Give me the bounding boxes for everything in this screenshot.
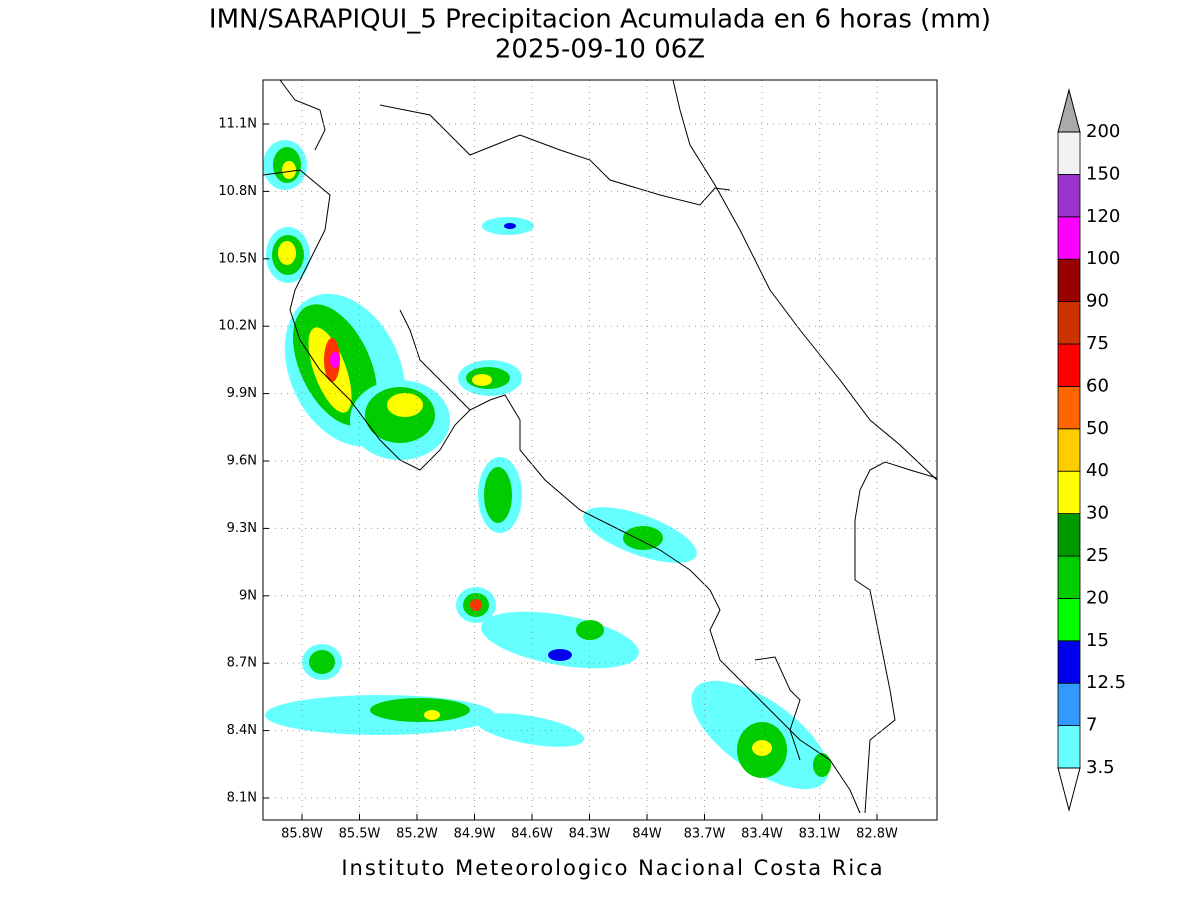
colorbar-label: 3.5 xyxy=(1086,757,1115,778)
lon-label: 85.5W xyxy=(339,827,381,842)
colorbar-label: 25 xyxy=(1086,545,1109,566)
colorbar-swatch xyxy=(1057,725,1081,769)
colorbar-label: 200 xyxy=(1086,121,1120,142)
coast-pacific xyxy=(263,169,861,814)
colorbar-under xyxy=(1057,767,1081,812)
ticks: 11.1N 10.8N 10.5N 10.2N 9.9N 9.6N 9.3N 9N 8.7N 8.… xyxy=(218,117,898,842)
lat-label: 10.8N xyxy=(218,184,257,199)
lon-label: 84.6W xyxy=(511,827,553,842)
border-north xyxy=(379,104,731,206)
subtitle: 2025-09-10 06Z xyxy=(495,35,705,65)
lon-label: 83.4W xyxy=(741,827,783,842)
lat-label: 8.4N xyxy=(227,723,257,738)
lon-label: 84W xyxy=(632,827,662,842)
blob xyxy=(691,680,831,790)
map-frame xyxy=(262,79,938,821)
footer: Instituto Meteorologico Nacional Costa R… xyxy=(341,856,884,880)
gulf-nicoya xyxy=(399,309,471,411)
colorbar-label: 12.5 xyxy=(1086,672,1126,693)
colorbar-label: 75 xyxy=(1086,333,1109,354)
lon-label: 83.1W xyxy=(799,827,841,842)
colorbar-label: 15 xyxy=(1086,630,1109,651)
colorbar-label: 100 xyxy=(1086,248,1120,269)
blob xyxy=(284,293,406,447)
colorbar-swatch xyxy=(1057,555,1081,599)
colorbar-swatch xyxy=(1057,640,1081,684)
blob xyxy=(266,227,310,283)
blob xyxy=(478,457,522,533)
lon-label: 85.2W xyxy=(396,827,438,842)
colorbar-label: 40 xyxy=(1086,460,1109,481)
colorbar-swatch xyxy=(1057,301,1081,345)
colorbar-swatch xyxy=(1057,682,1081,727)
lon-label: 85.8W xyxy=(281,827,323,842)
blob xyxy=(302,644,342,680)
blob xyxy=(583,507,697,563)
colorbar-label: 90 xyxy=(1086,291,1109,312)
colorbar-swatch xyxy=(1057,598,1081,642)
lat-label: 8.1N xyxy=(227,791,257,806)
lat-label: 10.5N xyxy=(218,251,257,266)
coast-caribbean xyxy=(672,80,937,481)
colorbar-swatch xyxy=(1057,513,1081,557)
lon-label: 84.3W xyxy=(569,827,611,842)
blob xyxy=(265,695,495,735)
lat-label: 10.2N xyxy=(218,319,257,334)
colorbar-swatch xyxy=(1057,428,1081,472)
title: IMN/SARAPIQUI_5 Precipitacion Acumulada … xyxy=(209,5,991,35)
peninsula-burica xyxy=(754,656,801,761)
colorbar-swatch xyxy=(1057,173,1081,218)
colorbar-swatch xyxy=(1057,216,1081,260)
colorbar-label: 50 xyxy=(1086,418,1109,439)
colorbar-over xyxy=(1057,88,1081,133)
blob xyxy=(482,217,534,235)
lon-label: 82.8W xyxy=(856,827,898,842)
lat-label: 9N xyxy=(239,588,257,603)
colorbar-label: 60 xyxy=(1086,375,1109,396)
blob xyxy=(481,611,639,669)
lon-label: 84.9W xyxy=(454,827,496,842)
grid xyxy=(263,80,937,820)
colorbar-label: 30 xyxy=(1086,503,1109,524)
lat-label: 9.6N xyxy=(227,454,257,469)
blob xyxy=(458,360,522,396)
lat-label: 9.9N xyxy=(227,386,257,401)
lon-label: 83.7W xyxy=(684,827,726,842)
blob xyxy=(263,140,307,190)
colorbar-label: 120 xyxy=(1086,206,1120,227)
lat-label: 11.1N xyxy=(218,117,257,132)
lat-label: 8.7N xyxy=(227,656,257,671)
precipitation xyxy=(263,140,831,790)
colorbar-swatch xyxy=(1057,258,1081,303)
colorbar: 3.5 7 12.5 15 20 25 30 40 50 60 75 90 100 120 150 200 xyxy=(1057,88,1126,812)
coastlines xyxy=(263,80,937,814)
coast-northwest xyxy=(279,80,326,151)
colorbar-swatch xyxy=(1057,343,1081,387)
lat-label: 9.3N xyxy=(227,521,257,536)
colorbar-swatch xyxy=(1057,470,1081,515)
colorbar-label: 7 xyxy=(1086,715,1097,736)
blob xyxy=(475,713,585,747)
colorbar-label: 150 xyxy=(1086,163,1120,184)
colorbar-swatch xyxy=(1057,385,1081,430)
border-panama xyxy=(854,461,937,814)
colorbar-swatch xyxy=(1057,131,1081,175)
colorbar-label: 20 xyxy=(1086,587,1109,608)
